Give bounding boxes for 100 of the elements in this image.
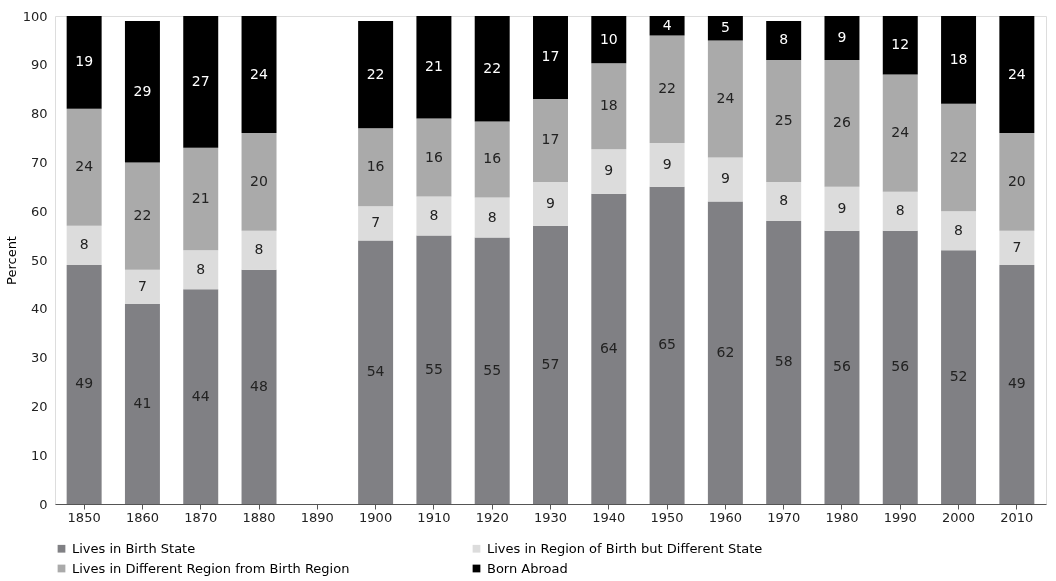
bar [591, 16, 627, 64]
data-label: 24 [716, 89, 735, 106]
data-label: 18 [949, 50, 968, 67]
x-tick-label: 1940 [592, 509, 626, 525]
data-label: 22 [483, 59, 502, 76]
bar [183, 147, 219, 251]
data-label: 20 [1007, 172, 1026, 189]
bar [358, 206, 394, 241]
bar [183, 16, 219, 148]
bar [882, 230, 918, 504]
data-label: 10 [599, 30, 618, 47]
bar [533, 98, 568, 182]
data-label: 24 [891, 124, 910, 141]
x-tick-label: 1870 [184, 509, 218, 525]
x-tick-label: 1850 [67, 509, 101, 525]
bar [124, 20, 160, 163]
bar [241, 269, 277, 504]
data-label: 8 [779, 192, 789, 209]
y-tick-label: 20 [30, 398, 48, 414]
data-label: 21 [425, 58, 443, 75]
bar [66, 108, 102, 226]
bar [941, 250, 977, 504]
bar [124, 162, 160, 270]
bar [533, 181, 568, 226]
bar [533, 16, 568, 99]
data-label: 9 [662, 155, 672, 172]
x-tick-label: 2000 [942, 509, 976, 525]
bar [416, 196, 452, 236]
bar [649, 16, 685, 36]
data-label: 65 [658, 336, 676, 353]
data-label: 16 [483, 150, 502, 167]
bar [533, 225, 568, 504]
data-label: 44 [191, 387, 210, 404]
data-label: 27 [191, 72, 210, 89]
bar [416, 118, 452, 197]
x-tick-label: 1880 [242, 509, 276, 525]
bar [941, 16, 977, 104]
y-tick-label: 100 [22, 8, 48, 24]
bar [591, 193, 627, 504]
data-label: 8 [779, 31, 789, 48]
x-tick-label: 1860 [125, 509, 159, 525]
data-label: 52 [949, 368, 968, 385]
y-tick-label: 50 [30, 252, 48, 268]
bar [707, 157, 743, 202]
y-tick-label: 40 [30, 301, 48, 317]
data-label: 9 [720, 170, 730, 187]
data-label: 58 [774, 353, 793, 370]
data-label: 24 [1007, 65, 1026, 82]
y-axis-title: Percent [3, 236, 19, 285]
bar [882, 16, 918, 75]
x-tick-label: 1920 [475, 509, 509, 525]
x-tick-label: 1960 [708, 509, 742, 525]
bar [591, 63, 627, 150]
data-label: 9 [546, 194, 555, 211]
bar [66, 264, 102, 504]
data-label: 12 [891, 36, 910, 53]
bar [649, 186, 685, 504]
data-label: 25 [774, 111, 793, 128]
data-label: 22 [133, 207, 152, 224]
data-label: 55 [425, 360, 443, 377]
bar [474, 16, 510, 122]
data-label: 55 [483, 361, 502, 378]
bar [941, 211, 977, 251]
x-tick-label: 1910 [417, 509, 451, 525]
data-label: 7 [371, 214, 381, 231]
x-tick-label: 1890 [300, 509, 334, 525]
data-label: 8 [954, 221, 964, 238]
bar [824, 16, 860, 60]
bar [416, 235, 452, 504]
data-label: 4 [662, 16, 672, 33]
legend-label: Lives in Region of Birth but Different State [487, 540, 763, 556]
bar [999, 264, 1035, 504]
bar [649, 142, 685, 187]
bar [999, 230, 1035, 265]
bar [66, 225, 102, 265]
data-label: 57 [541, 355, 560, 372]
data-label: 49 [75, 375, 94, 392]
bar [416, 16, 452, 119]
bar [824, 230, 860, 504]
bar [241, 16, 277, 134]
bar [882, 74, 918, 192]
data-label: 41 [133, 394, 152, 411]
bar [183, 289, 219, 504]
data-label: 56 [833, 358, 851, 375]
bar [241, 230, 277, 270]
data-label: 9 [837, 28, 847, 45]
x-tick-label: 1970 [767, 509, 801, 525]
data-label: 49 [1007, 375, 1026, 392]
bar [999, 16, 1035, 134]
bar [591, 149, 627, 194]
bar [358, 128, 394, 207]
y-tick-label: 60 [30, 203, 48, 219]
data-label: 16 [425, 148, 443, 165]
data-label: 22 [949, 148, 968, 165]
data-label: 8 [429, 207, 439, 224]
bar [882, 191, 918, 231]
bar [766, 59, 802, 182]
bar [999, 133, 1035, 231]
bar [124, 303, 160, 504]
legend-label: Born Abroad [487, 560, 568, 576]
